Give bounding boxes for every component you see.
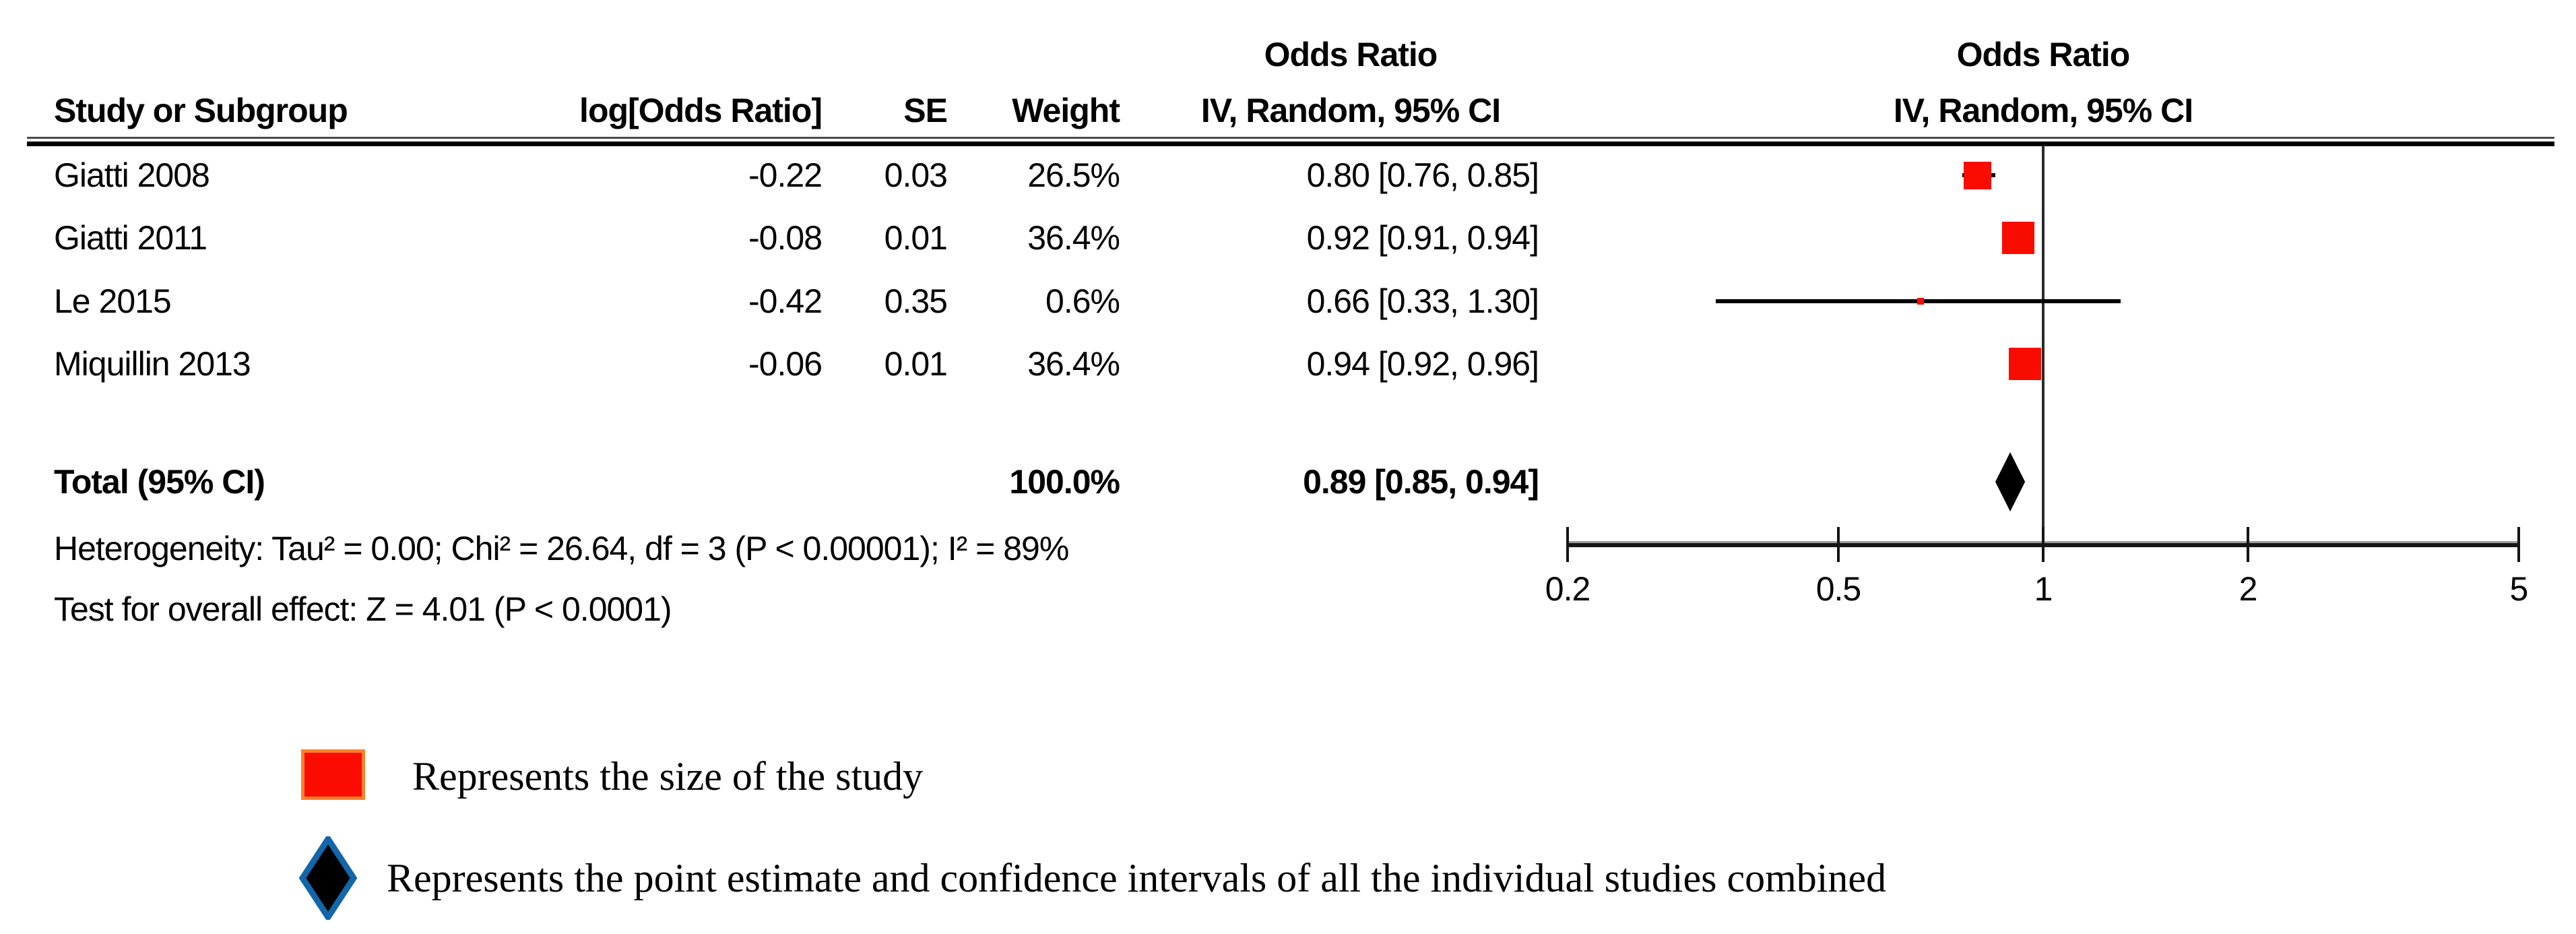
table-effect-column-title: Odds Ratio	[1264, 36, 1438, 73]
study-se: 0.35	[884, 282, 948, 320]
study-weight: 36.4%	[1027, 219, 1120, 257]
study-name: Giatti 2008	[54, 156, 210, 194]
axis-tick	[2517, 527, 2520, 562]
axis-tick	[1836, 527, 1840, 562]
study-log-or: -0.42	[748, 282, 823, 320]
overall-effect-text: Test for overall effect: Z = 4.01 (P < 0…	[54, 590, 672, 628]
legend-red-square-marker	[301, 749, 365, 800]
axis-tick-label: 0.5	[1815, 570, 1862, 608]
axis-tick-label: 1	[2034, 570, 2053, 608]
study-weight: 36.4%	[1027, 345, 1120, 383]
study-se: 0.03	[884, 156, 948, 194]
axis-tick-label: 0.2	[1545, 570, 1591, 608]
header-effect-ci: IV, Random, 95% CI	[1200, 92, 1501, 129]
study-ci: 0.80 [0.76, 0.85]	[1306, 156, 1539, 194]
total-ci: 0.89 [0.85, 0.94]	[1303, 463, 1539, 501]
study-point-square	[1963, 161, 1991, 189]
axis-tick-label: 5	[2509, 570, 2529, 608]
plot-title: Odds Ratio	[1956, 36, 2131, 73]
total-weight: 100.0%	[1009, 463, 1120, 501]
study-point-square	[1917, 298, 1924, 305]
study-log-or: -0.22	[748, 156, 823, 194]
study-log-or: -0.08	[748, 219, 823, 257]
legend-item-point-estimate: Represents the point estimate and confid…	[387, 856, 1887, 900]
study-ci: 0.92 [0.91, 0.94]	[1306, 219, 1539, 257]
study-log-or: -0.06	[748, 345, 823, 383]
study-se: 0.01	[884, 219, 948, 257]
header-weight: Weight	[1012, 92, 1120, 129]
study-point-square	[2002, 222, 2035, 254]
axis-tick	[1566, 527, 1570, 562]
study-weight: 26.5%	[1027, 156, 1120, 194]
heterogeneity-text: Heterogeneity: Tau² = 0.00; Chi² = 26.64…	[54, 530, 1069, 567]
header-log-odds-ratio: log[Odds Ratio]	[579, 92, 823, 129]
header-study-or-subgroup: Study or Subgroup	[54, 92, 348, 129]
plot-subtitle: IV, Random, 95% CI	[1893, 92, 2193, 129]
null-effect-line	[2042, 146, 2044, 561]
header-separator-line-bottom	[27, 142, 2554, 146]
header-separator-line-top	[27, 137, 2554, 139]
study-se: 0.01	[884, 345, 948, 383]
axis-tick	[2042, 527, 2044, 562]
study-ci: 0.94 [0.92, 0.96]	[1306, 345, 1539, 383]
legend-diamond-marker	[298, 836, 358, 920]
study-name: Miquillin 2013	[54, 345, 251, 383]
study-name: Le 2015	[54, 282, 172, 320]
axis-tick-label: 2	[2239, 570, 2258, 608]
legend-item-size-of-study: Represents the size of the study	[412, 754, 924, 799]
study-point-square	[2008, 348, 2041, 380]
total-diamond	[1995, 452, 2025, 515]
header-se: SE	[903, 92, 948, 129]
study-ci: 0.66 [0.33, 1.30]	[1306, 282, 1539, 320]
axis-tick	[2247, 527, 2250, 562]
study-weight: 0.6%	[1045, 282, 1120, 320]
study-name: Giatti 2011	[54, 219, 207, 257]
total-label: Total (95% CI)	[54, 463, 265, 501]
